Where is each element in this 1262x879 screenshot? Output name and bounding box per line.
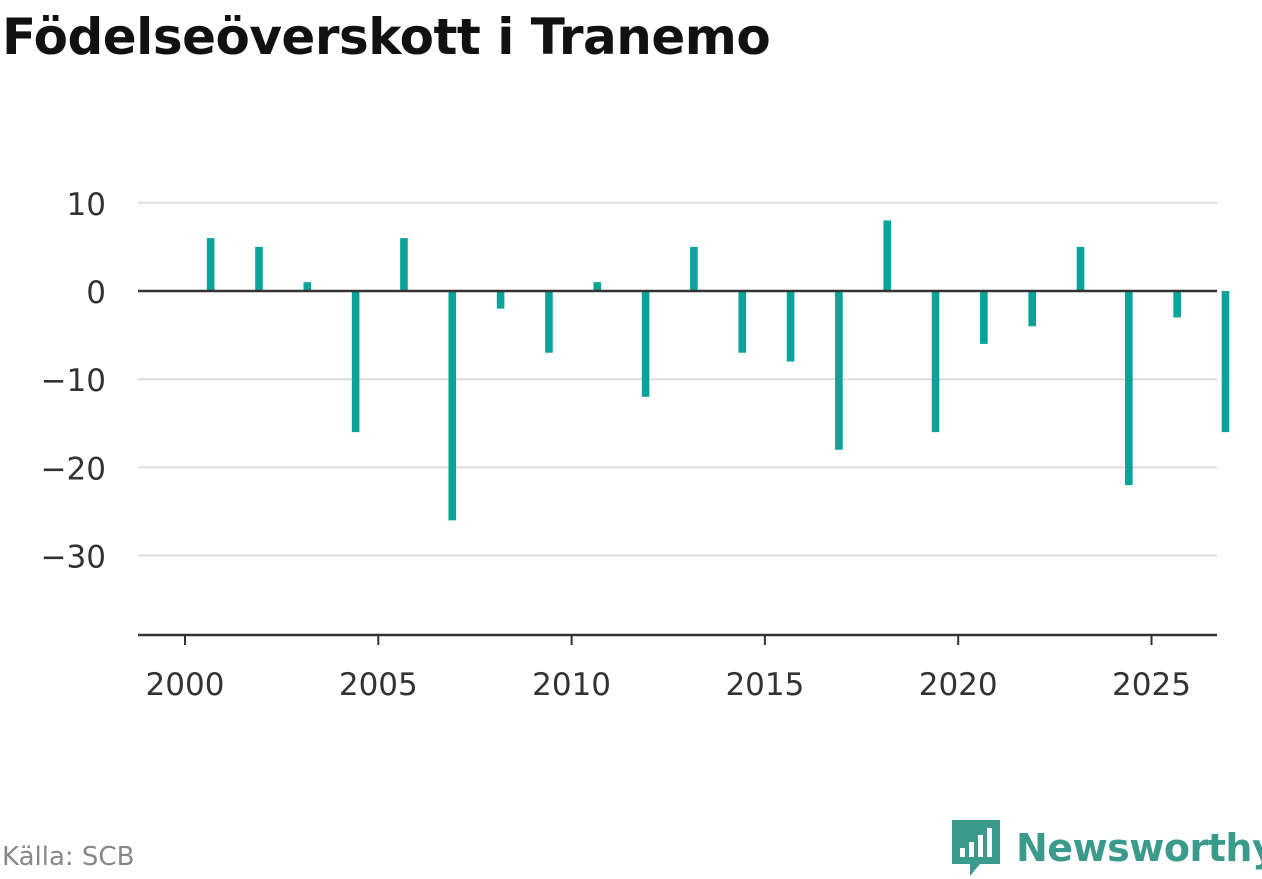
bar <box>400 238 408 291</box>
bar <box>593 282 602 291</box>
bar <box>835 291 843 450</box>
x-tick-label: 2000 <box>146 667 225 703</box>
x-tick-label: 2005 <box>339 667 418 703</box>
chart-title: Födelseöverskott i Tranemo <box>2 8 771 66</box>
bar <box>980 291 988 344</box>
bar <box>255 246 263 291</box>
y-tick-label: 10 <box>67 187 106 223</box>
bar <box>738 291 747 353</box>
bar <box>206 238 215 291</box>
bar <box>545 291 553 353</box>
y-tick-label: −20 <box>41 451 106 487</box>
source-label: Källa: SCB <box>2 842 135 872</box>
brand-name: Newsworthy <box>1016 826 1262 870</box>
brand[interactable]: Newsworthy <box>950 818 1262 878</box>
bar <box>351 291 360 433</box>
y-axis-labels: 10 0 −10 −20 −30 <box>41 187 106 576</box>
y-tick-label: 0 <box>86 275 106 311</box>
bar <box>1125 291 1133 486</box>
bar <box>1028 291 1036 327</box>
x-tick-label: 2010 <box>532 667 611 703</box>
bar <box>448 291 457 521</box>
x-tick-label: 2025 <box>1112 667 1191 703</box>
gridlines <box>138 201 1217 557</box>
bars <box>206 220 1230 521</box>
y-tick-label: −10 <box>41 363 106 399</box>
bar <box>1173 291 1181 318</box>
y-tick-label: −30 <box>41 540 106 576</box>
bar <box>786 291 795 362</box>
bar <box>1221 291 1230 433</box>
bar <box>496 291 505 309</box>
x-axis: 2000 2005 2010 2015 2020 2025 <box>138 289 1217 703</box>
bar <box>690 246 698 291</box>
bar <box>641 291 650 397</box>
bar <box>1076 246 1085 291</box>
x-tick-label: 2015 <box>725 667 804 703</box>
bar <box>883 220 892 291</box>
newsworthy-logo-icon <box>952 820 1000 876</box>
x-tick-label: 2020 <box>919 667 998 703</box>
bar <box>303 282 312 291</box>
bar <box>931 291 940 433</box>
